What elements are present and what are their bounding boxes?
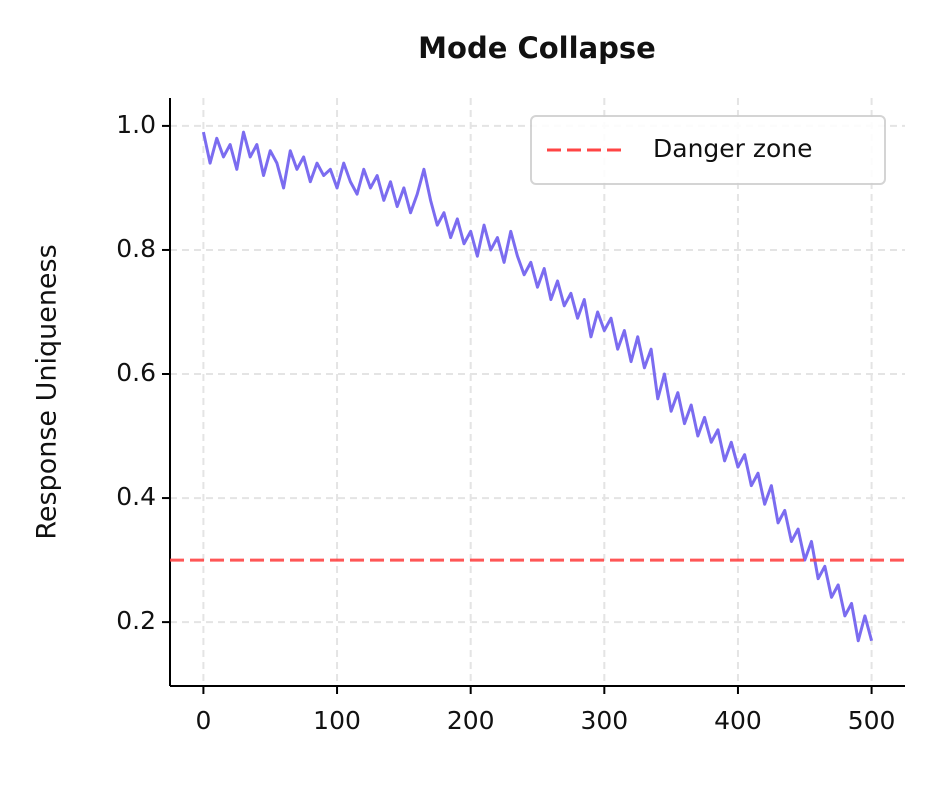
data-line — [201, 130, 874, 643]
legend-box — [530, 115, 886, 185]
y-tick-label: 1.0 — [116, 110, 156, 139]
x-tick-label: 100 — [313, 706, 361, 735]
y-axis-label: Response Uniqueness — [32, 244, 63, 539]
x-tick-label: 300 — [580, 706, 628, 735]
y-tick-label: 0.8 — [116, 234, 156, 263]
x-tick-label: 400 — [714, 706, 762, 735]
legend-label: Danger zone — [653, 134, 813, 163]
y-tick-label: 0.2 — [116, 606, 156, 635]
x-tick-label: 500 — [848, 706, 896, 735]
chart-title: Mode Collapse — [418, 31, 656, 65]
y-tick-label: 0.6 — [116, 358, 156, 387]
x-tick-label: 0 — [195, 706, 211, 735]
y-tick-label: 0.4 — [116, 482, 156, 511]
x-tick-label: 200 — [447, 706, 495, 735]
